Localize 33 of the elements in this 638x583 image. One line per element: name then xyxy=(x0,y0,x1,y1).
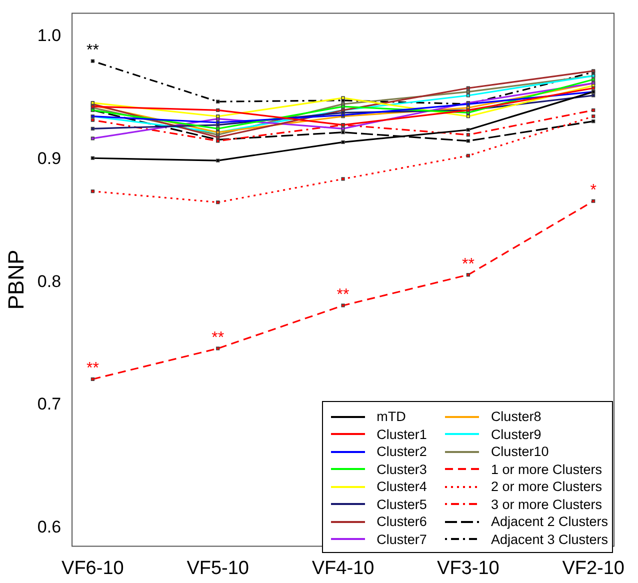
legend-label: Cluster5 xyxy=(376,496,427,513)
x-tick-label: VF4-10 xyxy=(312,558,374,579)
legend-label: Cluster4 xyxy=(376,478,427,496)
x-tick-label: VF3-10 xyxy=(437,558,500,579)
legend-label: mTD xyxy=(376,408,406,426)
legend-label: 2 or more Clusters xyxy=(490,478,602,496)
legend-label: 3 or more Clusters xyxy=(490,496,602,513)
y-tick-label: 0.9 xyxy=(37,149,62,168)
y-tick-label: 0.7 xyxy=(37,394,62,414)
x-tick-label: VF2-10 xyxy=(562,558,625,579)
annotation: * xyxy=(590,182,596,200)
legend-label: Cluster2 xyxy=(376,443,427,460)
legend-label: Cluster1 xyxy=(376,426,427,443)
annotation: ** xyxy=(336,286,350,304)
x-tick-label: VF5-10 xyxy=(186,558,250,579)
legend-label: Cluster10 xyxy=(490,443,549,460)
annotation: ** xyxy=(86,42,99,60)
annotation: ** xyxy=(462,256,474,273)
y-tick-label: 0.6 xyxy=(37,517,62,536)
legend-label: 1 or more Clusters xyxy=(490,460,602,478)
y-tick-label: 1.0 xyxy=(37,26,62,46)
y-axis-title: PBNP xyxy=(3,250,28,310)
annotation: ** xyxy=(86,360,99,378)
legend-label: Cluster9 xyxy=(490,426,542,443)
legend-label: Adjacent 2 Clusters xyxy=(490,513,608,530)
legend-label: Cluster7 xyxy=(376,530,427,548)
y-tick-label: 0.8 xyxy=(37,272,62,291)
legend-label: Cluster6 xyxy=(376,513,427,530)
legend-label: Cluster3 xyxy=(376,460,427,478)
legend-label: Cluster8 xyxy=(490,408,542,426)
legend-label: Adjacent 3 Clusters xyxy=(490,530,608,548)
x-tick-label: VF6-10 xyxy=(62,558,124,579)
annotation: ** xyxy=(212,329,224,346)
